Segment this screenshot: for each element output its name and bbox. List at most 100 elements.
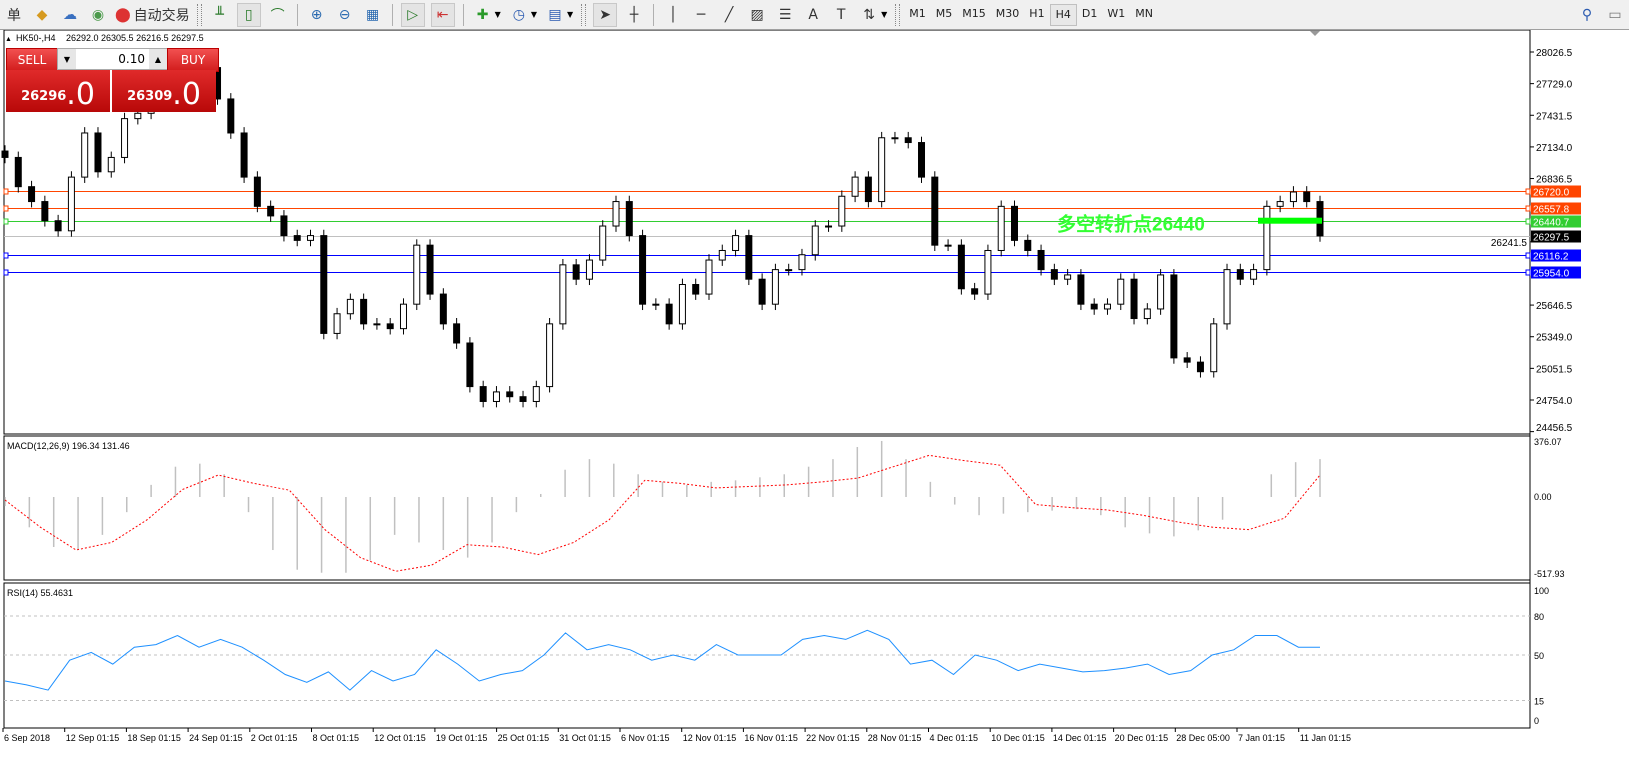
trendline-icon[interactable]: ╱ — [724, 6, 734, 23]
horizontal-line-icon[interactable]: ─ — [696, 6, 706, 23]
chevron-down-icon[interactable]: ▼ — [566, 10, 574, 19]
line-chart-icon[interactable]: ⌒ — [270, 7, 285, 24]
level-handle[interactable] — [1525, 269, 1531, 276]
level-handle[interactable] — [1525, 218, 1531, 225]
chevron-down-icon[interactable]: ▼ — [881, 10, 888, 19]
pivot-marker-bar[interactable] — [1258, 217, 1322, 224]
autotrading-button[interactable]: ⬤ 自动交易 — [115, 4, 190, 26]
buy-price-button[interactable]: 26309 .0 — [112, 70, 216, 112]
timeframe-mn[interactable]: MN — [1135, 7, 1153, 20]
bull-candle-body — [346, 298, 354, 315]
bull-candle-body — [798, 254, 806, 271]
timeframe-m15[interactable]: M15 — [962, 7, 986, 20]
chart-shift-marker-icon[interactable] — [1310, 31, 1320, 36]
buy-button[interactable]: BUY — [167, 48, 219, 72]
zoom-out-icon[interactable]: ⊖ — [338, 6, 351, 23]
chevron-down-icon[interactable]: ▼ — [530, 10, 537, 19]
bear-candle-body — [54, 220, 62, 232]
cursor-icon[interactable]: ➤ — [593, 2, 618, 27]
order-button[interactable]: 单 — [3, 4, 25, 26]
crosshair-icon[interactable]: ┼ — [629, 6, 639, 23]
level-handle[interactable] — [3, 188, 9, 195]
level-handle[interactable] — [3, 218, 9, 225]
equidistant-channel-icon[interactable]: ▨ — [750, 6, 764, 23]
macd-panel[interactable] — [3, 435, 1531, 581]
templates-icon[interactable]: ▤ — [548, 6, 562, 23]
chat-icon[interactable]: ▭ — [1608, 6, 1622, 23]
candle — [732, 229, 740, 257]
bear-candle-body — [1236, 269, 1244, 280]
level-handle[interactable] — [1525, 188, 1531, 195]
text-label-icon[interactable]: T — [836, 6, 846, 23]
search-icon[interactable]: ⚲ — [1581, 6, 1593, 23]
lot-decrease-icon[interactable]: ▼ — [58, 49, 76, 69]
collapse-triangle-icon[interactable]: ▲ — [5, 36, 12, 43]
time-tick-label: 20 Dec 01:15 — [1115, 733, 1169, 743]
vertical-line-icon[interactable]: │ — [668, 6, 678, 23]
sell-price-fraction: .0 — [66, 77, 95, 112]
chevron-down-icon[interactable]: ▼ — [494, 10, 501, 19]
bar-chart-icon[interactable]: ╨ — [215, 6, 224, 23]
level-price-label: 26720.0 — [1533, 188, 1570, 199]
text-icon[interactable]: A — [808, 6, 818, 23]
level-handle[interactable] — [3, 252, 9, 259]
timeframe-m30[interactable]: M30 — [995, 7, 1020, 20]
bull-candle-body — [373, 323, 381, 326]
level-handle[interactable] — [3, 269, 9, 276]
candle — [599, 220, 607, 266]
toolbar-grip[interactable] — [581, 3, 587, 26]
candle — [771, 263, 779, 311]
toolbar-grip[interactable] — [196, 3, 202, 26]
candle — [585, 254, 593, 286]
bear-candle-body — [267, 205, 275, 217]
level-handle[interactable] — [3, 205, 9, 212]
zoom-in-icon[interactable]: ⊕ — [310, 6, 323, 23]
arrows-icon[interactable]: ⇅ — [863, 6, 875, 23]
bear-candle-body — [758, 278, 766, 305]
candle — [811, 220, 819, 261]
candle — [891, 131, 899, 144]
new-indicator-icon[interactable]: ✚ — [476, 6, 489, 23]
bull-candle-body — [1289, 191, 1297, 203]
rsi-tick-label: 15 — [1534, 697, 1544, 707]
fibonacci-icon[interactable]: ☰ — [778, 6, 792, 23]
signals-icon[interactable]: ◉ — [91, 6, 105, 23]
bull-candle-body — [1157, 274, 1165, 310]
level-handle[interactable] — [1525, 252, 1531, 259]
lot-size-input[interactable]: 0.10 — [118, 52, 145, 66]
timeframe-m1[interactable]: M1 — [909, 7, 926, 20]
candle — [758, 273, 766, 311]
chart-shift-icon[interactable]: ⇤ — [430, 2, 455, 27]
timeframe-h4[interactable]: H4 — [1049, 3, 1077, 26]
candle — [346, 293, 354, 320]
bear-candle-body — [692, 284, 700, 295]
market-cloud-icon[interactable]: ☁ — [63, 6, 77, 23]
candle — [1210, 318, 1218, 378]
time-tick-label: 12 Nov 01:15 — [683, 733, 737, 743]
main-price-panel[interactable] — [3, 29, 1531, 435]
timeframe-h1[interactable]: H1 — [1029, 7, 1045, 20]
level-price-badge — [1531, 249, 1581, 262]
candle — [944, 239, 952, 252]
level-price-label: 26116.2 — [1533, 252, 1569, 263]
timeframe-d1[interactable]: D1 — [1081, 7, 1098, 20]
bull-candle-body — [1263, 205, 1271, 271]
sell-price-button[interactable]: 26296 .0 — [6, 70, 110, 112]
timeframe-w1[interactable]: W1 — [1107, 7, 1126, 20]
history-book-icon[interactable]: ◆ — [36, 6, 48, 23]
candlestick-icon[interactable]: ▯ — [236, 2, 261, 27]
toolbar-grip[interactable] — [895, 3, 901, 26]
candle — [1037, 244, 1045, 276]
tile-windows-icon[interactable]: ▦ — [366, 6, 380, 23]
lot-size-stepper[interactable]: ▼ 0.10 ▲ — [57, 48, 168, 70]
level-price-label: 26557.8 — [1533, 205, 1570, 216]
toolbar: 单 ◆ ☁ ◉ ⬤ 自动交易 ╨ ▯ ⌒ ⊕ ⊖ ▦ ▷ ⇤ ✚ ▼ ◷ ▼ ▤ ▼ ➤… — [0, 0, 1629, 30]
level-handle[interactable] — [1525, 205, 1531, 212]
ohlc-readout: 26292.0 26305.5 26216.5 26297.5 — [66, 33, 204, 43]
autoscroll-icon[interactable]: ▷ — [400, 2, 425, 27]
sell-button[interactable]: SELL — [6, 48, 58, 72]
lot-increase-icon[interactable]: ▲ — [149, 49, 167, 69]
periods-clock-icon[interactable]: ◷ — [512, 6, 525, 23]
timeframe-m5[interactable]: M5 — [935, 7, 953, 20]
